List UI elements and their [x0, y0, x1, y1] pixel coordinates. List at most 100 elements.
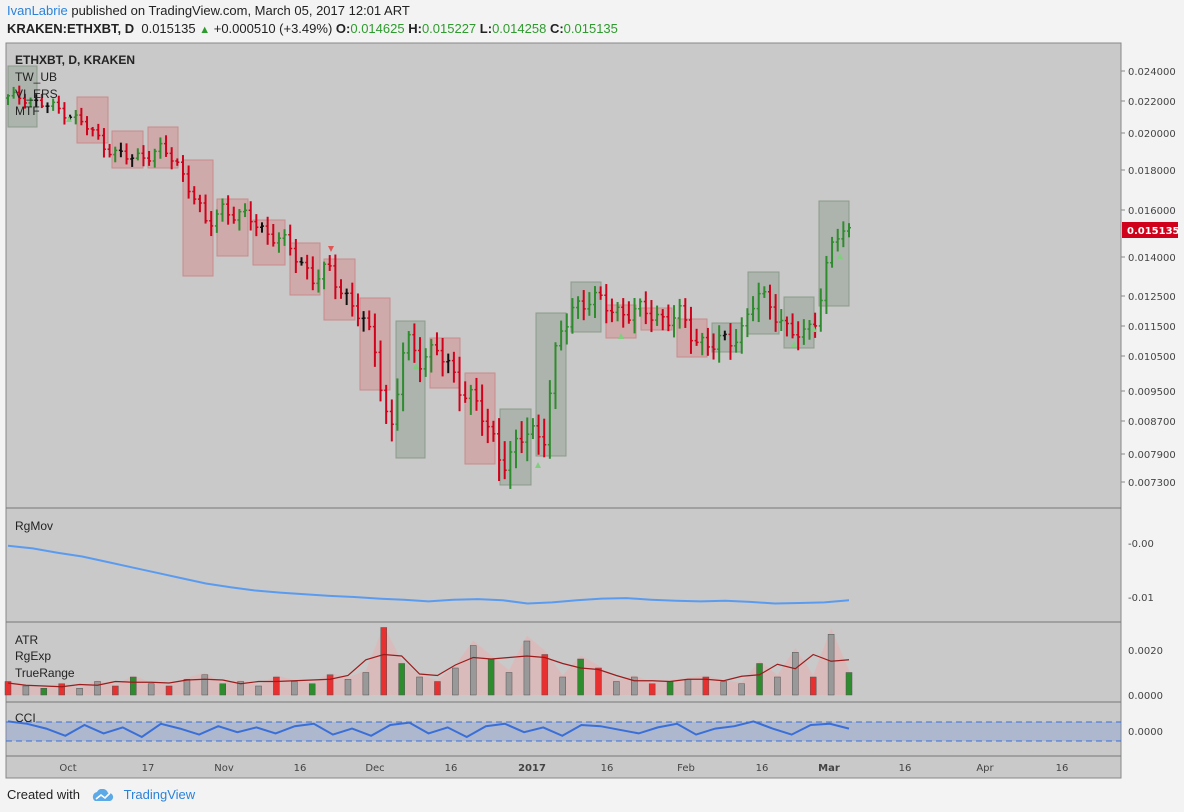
time-tick: 16	[756, 763, 769, 774]
rgmov-label: RgMov	[15, 519, 53, 533]
time-tick: Mar	[818, 763, 840, 774]
buy-signal-icon	[837, 253, 843, 259]
sell-signal-icon	[328, 246, 334, 252]
time-tick: 2017	[518, 763, 546, 774]
truerange-bar	[505, 672, 513, 696]
truerange-bar	[523, 640, 531, 696]
high-label: H:	[408, 21, 422, 36]
truerange-bar	[237, 681, 244, 696]
open-label: O:	[335, 21, 351, 36]
truerange-area	[8, 626, 849, 695]
chart-frame	[5, 42, 1122, 779]
truerange-bar	[273, 676, 280, 696]
truerange-bar	[809, 676, 817, 696]
footer: Created with TradingView	[7, 787, 195, 803]
publish-text: published on TradingView.com, March 05, …	[71, 3, 410, 18]
indicator-label-2: VI_ERS	[15, 87, 58, 101]
time-tick: Nov	[214, 763, 234, 774]
truerange-bar	[577, 658, 584, 696]
truerange-bar	[774, 676, 781, 696]
pattern-box	[147, 126, 179, 169]
truerange-bar	[380, 627, 388, 696]
truerange-bar	[94, 681, 101, 696]
truerange-bar	[666, 681, 674, 696]
truerange-bar	[255, 685, 262, 696]
buy-signal-icon	[535, 462, 541, 468]
truerange-bar	[827, 634, 835, 696]
price-tick: 0.018000	[1128, 166, 1176, 177]
truerange-bar	[452, 667, 459, 696]
pattern-box	[323, 258, 356, 321]
truerange-bar	[398, 663, 405, 696]
time-tick: 16	[1056, 763, 1069, 774]
truerange-bar	[165, 685, 173, 696]
truerange-bar	[22, 685, 30, 696]
indicator-label-1: TW_UB	[15, 70, 57, 84]
atr-tick-2: 0.0000	[1128, 691, 1163, 702]
truerange-bar	[595, 667, 602, 696]
price-tick: 0.014000	[1128, 253, 1176, 264]
rgmov-pane	[7, 544, 850, 605]
buy-signal-icon	[66, 116, 72, 122]
truerange-bar	[147, 683, 155, 696]
chart-svg[interactable]: 0.024000 0.022000 0.020000 0.018000 0.016000…	[0, 0, 1184, 782]
close-value: 0.015135	[563, 21, 618, 36]
tradingview-logo-icon	[92, 788, 113, 801]
truerange-bar	[559, 676, 566, 696]
author-link[interactable]: IvanLabrie	[7, 3, 68, 18]
price-tick: 0.007900	[1128, 450, 1176, 461]
last-price: 0.015135	[141, 21, 196, 36]
truerange-bar	[219, 683, 226, 696]
rgmov-tick-1: -0.00	[1128, 539, 1154, 550]
truerange-bar	[344, 679, 352, 696]
up-arrow-icon: ▲	[199, 24, 211, 36]
truerange-bar	[112, 685, 119, 696]
truerange-bar	[183, 679, 191, 696]
buy-signal-icon	[618, 333, 624, 339]
price-tick: 0.022000	[1128, 97, 1176, 108]
price-tick: 0.016000	[1128, 206, 1176, 217]
price-tick: 0.009500	[1128, 387, 1176, 398]
truerange-bar	[4, 681, 12, 696]
time-tick: 16	[601, 763, 614, 774]
cci-band	[6, 722, 1121, 741]
atr-label: ATR	[15, 633, 38, 647]
truerange-bar	[631, 676, 638, 696]
ohlc-line: KRAKEN:ETHXBT, D 0.015135 ▲ +0.000510 (+…	[7, 21, 618, 36]
rgmov-line	[7, 544, 850, 605]
time-tick: 17	[142, 763, 155, 774]
cci-line	[7, 720, 850, 739]
price-tick: 0.011500	[1128, 322, 1176, 333]
truerange-bar	[487, 658, 495, 696]
pattern-box	[818, 200, 850, 307]
buy-signal-icon	[811, 326, 817, 332]
price-axis	[1121, 43, 1183, 778]
pattern-box	[289, 242, 321, 296]
cci-label: CCI	[15, 711, 36, 725]
tradingview-link[interactable]: TradingView	[123, 787, 196, 802]
change-value: +0.000510 (+3.49%)	[213, 21, 333, 36]
price-tick: 0.020000	[1128, 129, 1176, 140]
time-tick-labels: Oct 17 Nov 16 Dec 16 2017 16 Feb 16 Mar 16 Apr 16	[59, 763, 1068, 774]
truerange-bar	[362, 672, 370, 696]
time-tick: Feb	[677, 763, 695, 774]
time-tick: Dec	[365, 763, 384, 774]
price-candles	[6, 85, 851, 489]
buy-signal-icon	[791, 341, 797, 347]
price-tick: 0.012500	[1128, 292, 1176, 303]
truerange-bar	[684, 679, 692, 696]
price-tick: 0.007300	[1128, 478, 1176, 489]
time-tick: Apr	[976, 763, 994, 774]
pattern-box	[711, 322, 743, 353]
price-tick-labels: 0.024000 0.022000 0.020000 0.018000 0.016000…	[1121, 67, 1176, 489]
pattern-box	[182, 159, 214, 277]
pattern-box	[429, 337, 461, 389]
truerange-bar	[76, 688, 83, 696]
time-tick: 16	[294, 763, 307, 774]
open-value: 0.014625	[350, 21, 405, 36]
truerange-bar	[308, 683, 316, 696]
low-label: L:	[479, 21, 493, 36]
truerange-label: TrueRange	[15, 666, 75, 680]
truerange-bar	[720, 681, 727, 696]
rgexp-label: RgExp	[15, 649, 51, 663]
